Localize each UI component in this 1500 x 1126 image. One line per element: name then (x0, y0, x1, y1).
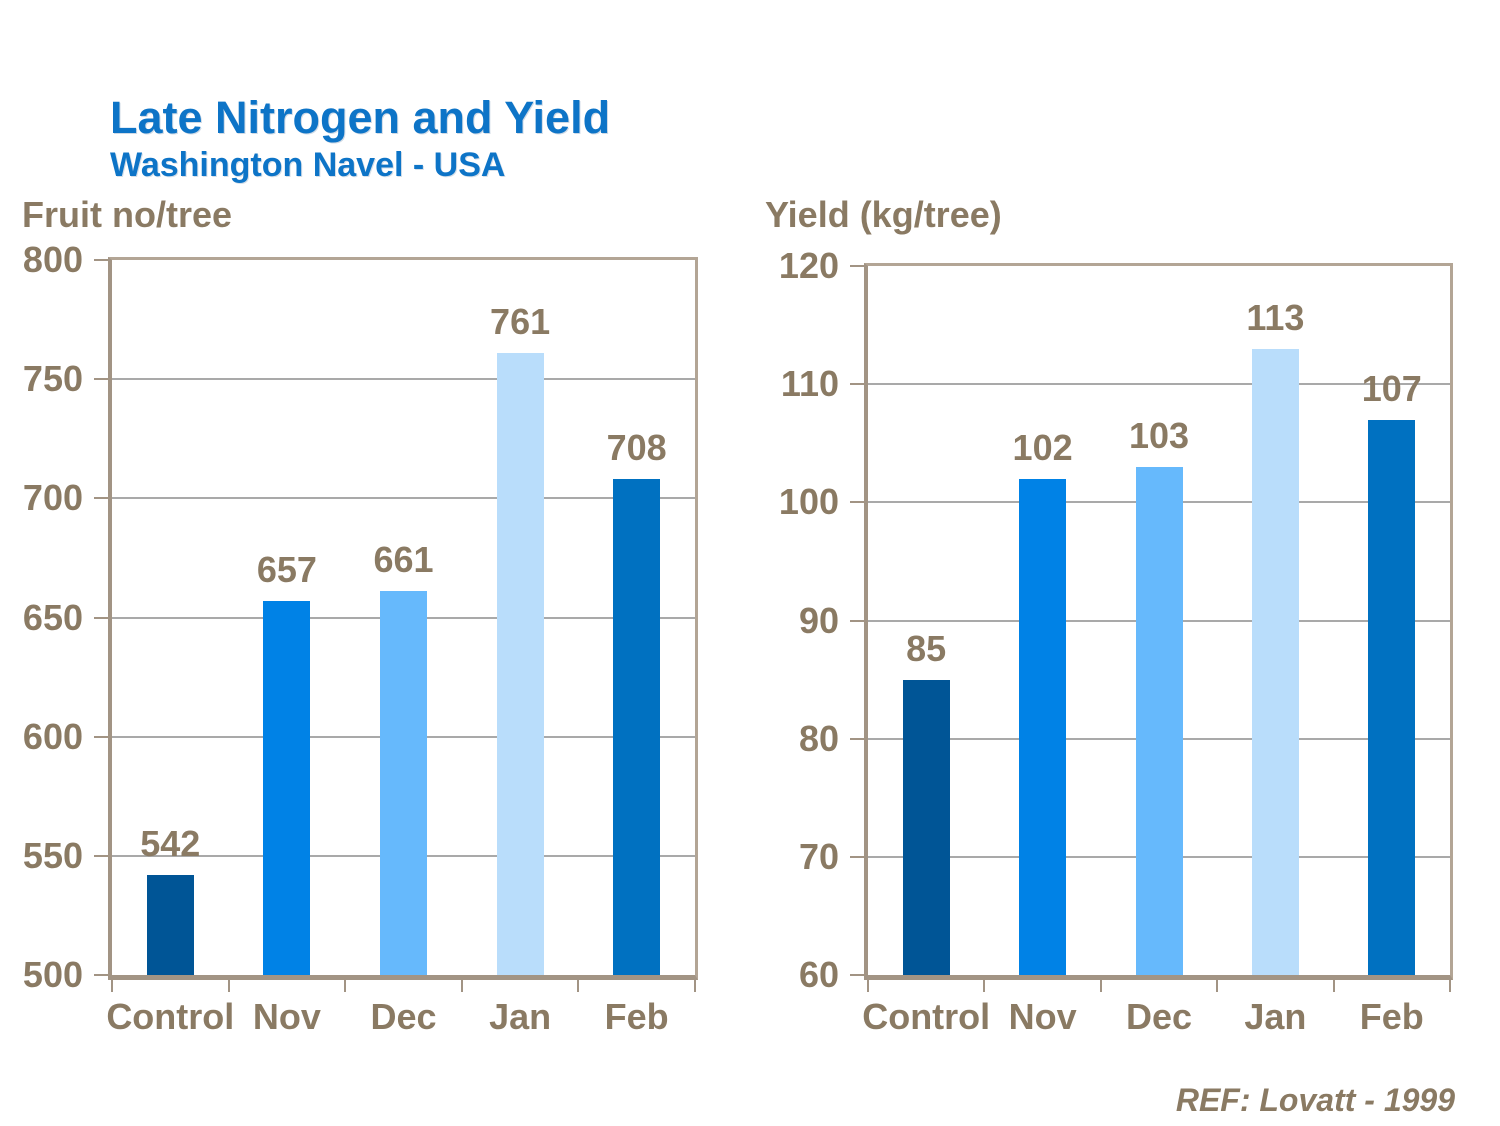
y-axis-tick-80 (850, 737, 864, 740)
bar-value-label-dec: 103 (1128, 414, 1190, 456)
y-axis-tick-750 (94, 378, 108, 381)
y-axis-tick-800 (94, 259, 108, 261)
y-tick-label-600: 600 (22, 715, 83, 757)
bar-value-label-control: 85 (906, 627, 947, 669)
y-axis-tick-650 (94, 616, 108, 619)
bar-value-label-control: 542 (140, 822, 201, 864)
x-axis-tick (111, 980, 113, 992)
category-label-dec: Dec (1125, 996, 1193, 1037)
reference-text: REF: Lovatt - 1999 (1175, 1082, 1455, 1118)
y-axis-tick-120 (850, 265, 864, 267)
left-chart-axis-title: Fruit no/tree (22, 194, 233, 235)
category-label-jan: Jan (1244, 996, 1307, 1037)
y-tick-label-500: 500 (22, 954, 83, 995)
y-axis-tick-550 (94, 854, 108, 857)
y-tick-label-100: 100 (778, 481, 839, 523)
category-label-control: Control (862, 996, 991, 1037)
bar-nov (1019, 478, 1067, 975)
x-axis-tick (1449, 980, 1451, 992)
category-label-dec: Dec (370, 996, 437, 1037)
x-axis-tick (460, 980, 463, 992)
left-chart-plot-area (108, 257, 698, 980)
bar-value-label-jan: 761 (490, 300, 551, 342)
bar-jan (1251, 348, 1299, 975)
right-chart-plot-area (864, 263, 1453, 980)
y-axis-tick-60 (850, 974, 864, 976)
y-tick-label-110: 110 (780, 363, 839, 405)
y-axis-tick-600 (94, 735, 108, 738)
gridline-750 (112, 378, 695, 381)
x-axis-tick (344, 980, 347, 992)
y-tick-label-550: 550 (22, 834, 83, 876)
bar-feb (1368, 419, 1416, 975)
bar-jan (496, 352, 544, 975)
bar-feb (613, 479, 661, 975)
y-tick-label-750: 750 (22, 358, 83, 400)
x-axis-tick (694, 980, 696, 992)
y-tick-label-700: 700 (22, 477, 83, 519)
y-axis-tick-700 (94, 497, 108, 500)
page-subtitle: Washington Navel - USA (110, 146, 506, 185)
bar-value-label-feb: 107 (1361, 367, 1422, 409)
bar-value-label-dec: 661 (373, 539, 434, 581)
bar-control (902, 679, 950, 975)
y-tick-label-120: 120 (778, 245, 839, 286)
category-label-nov: Nov (1008, 996, 1077, 1037)
x-axis-tick (227, 980, 230, 992)
x-axis-tick (1216, 980, 1219, 992)
category-label-jan: Jan (489, 996, 552, 1037)
x-axis-tick (577, 980, 580, 992)
gridline-700 (112, 497, 695, 500)
y-axis-tick-90 (850, 619, 864, 622)
x-axis-tick (983, 980, 986, 992)
bar-value-label-jan: 113 (1246, 296, 1305, 338)
y-tick-label-60: 60 (798, 954, 839, 995)
y-tick-label-70: 70 (798, 835, 839, 877)
x-axis-tick (1099, 980, 1102, 992)
y-axis-tick-70 (850, 855, 864, 858)
bar-value-label-nov: 102 (1012, 426, 1073, 468)
bar-value-label-feb: 708 (606, 427, 667, 469)
y-tick-label-90: 90 (798, 599, 839, 641)
y-tick-label-800: 800 (22, 239, 83, 280)
gridline-110 (868, 383, 1450, 386)
y-axis-tick-500 (94, 974, 108, 976)
y-axis-tick-100 (850, 501, 864, 504)
category-label-feb: Feb (1359, 996, 1424, 1037)
category-label-control: Control (106, 996, 235, 1037)
category-label-feb: Feb (604, 996, 669, 1037)
x-axis-tick (867, 980, 869, 992)
y-axis-tick-110 (850, 383, 864, 386)
bar-dec (380, 591, 427, 975)
bar-value-label-nov: 657 (256, 548, 317, 590)
category-label-nov: Nov (252, 996, 321, 1037)
right-chart-axis-title: Yield (kg/tree) (765, 194, 1002, 235)
page-title: Late Nitrogen and Yield (110, 92, 611, 144)
y-tick-label-80: 80 (798, 717, 839, 759)
bar-dec (1135, 466, 1183, 975)
y-tick-label-650: 650 (22, 596, 83, 638)
bar-control (146, 874, 194, 975)
x-axis-tick (1332, 980, 1335, 992)
bar-nov (263, 600, 311, 975)
